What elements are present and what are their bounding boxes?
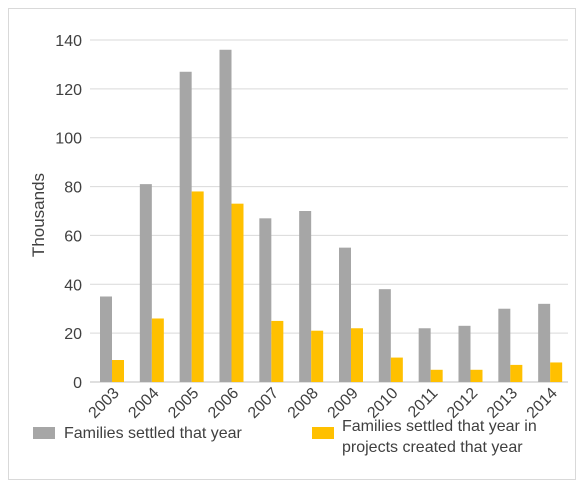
- y-tick-label: 40: [64, 277, 82, 294]
- legend-swatch-series-2: [312, 427, 334, 439]
- x-tick-label: 2007: [245, 385, 282, 422]
- x-tick-labels: 2003 2004 2005 2006 2007 2008 2009 2010 2011 2012…: [86, 385, 561, 422]
- legend: Families settled that year Families sett…: [33, 418, 537, 456]
- bar-series-2-2014: [550, 362, 563, 382]
- bar-series-2-2010: [390, 357, 403, 382]
- bar-series-1-2008: [299, 211, 312, 382]
- y-tick-label: 60: [64, 228, 82, 245]
- y-tick-label: 80: [64, 180, 82, 197]
- x-tick-label: 2005: [165, 385, 202, 422]
- bar-series-2-2009: [351, 328, 363, 382]
- y-tick-labels: 0 20 40 60 80 100 120 140: [55, 33, 82, 392]
- bar-series-1-2010: [378, 289, 391, 382]
- chart-frame: [8, 8, 576, 480]
- bar-series-1-2011: [418, 328, 431, 382]
- bar-series-1-2013: [498, 308, 511, 382]
- bar-series-2-2013: [510, 364, 523, 382]
- legend-label-series-2-line-1: Families settled that year in: [342, 418, 537, 435]
- y-tick-label: 120: [55, 82, 82, 99]
- x-tick-label: 2008: [285, 385, 322, 422]
- x-tick-label: 2011: [405, 385, 441, 421]
- legend-label-series-2-line-2: projects created that year: [342, 439, 523, 456]
- bar-series-2-2006: [231, 203, 244, 382]
- bar-series-2-2005: [191, 191, 204, 382]
- x-tick-label: 2012: [444, 385, 481, 422]
- bar-series-2-2007: [271, 320, 284, 382]
- bars: [100, 49, 563, 383]
- bar-series-1-2014: [538, 303, 551, 382]
- bar-series-1-2007: [259, 218, 272, 382]
- bar-series-1-2006: [219, 49, 232, 383]
- x-tick-label: 2003: [86, 385, 123, 422]
- bar-series-2-2012: [470, 369, 483, 382]
- legend-label-series-1: Families settled that year: [64, 425, 243, 442]
- gridlines: [90, 39, 568, 383]
- x-tick-label: 2004: [125, 385, 162, 422]
- x-tick-label: 2010: [364, 385, 401, 422]
- y-axis-label: Thousands: [29, 173, 48, 257]
- bar-series-1-2003: [100, 296, 112, 382]
- y-tick-label: 20: [64, 326, 82, 343]
- bar-series-1-2012: [458, 325, 471, 382]
- x-tick-label: 2013: [484, 385, 521, 422]
- y-tick-label: 0: [73, 375, 82, 392]
- y-tick-label: 140: [55, 33, 82, 50]
- bar-series-2-2004: [151, 318, 164, 382]
- x-tick-label: 2009: [325, 385, 362, 422]
- x-tick-label: 2006: [205, 385, 242, 422]
- bar-series-1-2005: [179, 71, 192, 382]
- x-tick-label: 2014: [524, 385, 561, 422]
- legend-swatch-series-1: [33, 427, 55, 439]
- bar-series-2-2008: [311, 330, 324, 382]
- y-tick-label: 100: [55, 131, 82, 148]
- bar-series-2-2003: [112, 360, 124, 382]
- bar-series-2-2011: [430, 369, 443, 382]
- bar-series-1-2009: [339, 247, 351, 382]
- bar-series-1-2004: [139, 184, 152, 382]
